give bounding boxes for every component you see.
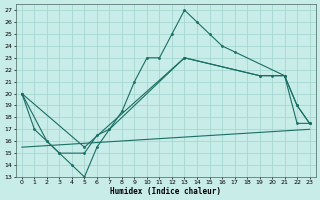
- X-axis label: Humidex (Indice chaleur): Humidex (Indice chaleur): [110, 187, 221, 196]
